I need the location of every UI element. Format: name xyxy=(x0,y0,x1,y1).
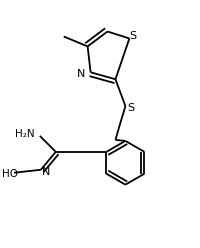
Text: N: N xyxy=(76,69,84,79)
Text: N: N xyxy=(41,167,50,177)
Text: HO: HO xyxy=(2,169,18,179)
Text: H₂N: H₂N xyxy=(15,128,35,139)
Text: S: S xyxy=(126,103,133,113)
Text: S: S xyxy=(129,31,136,41)
